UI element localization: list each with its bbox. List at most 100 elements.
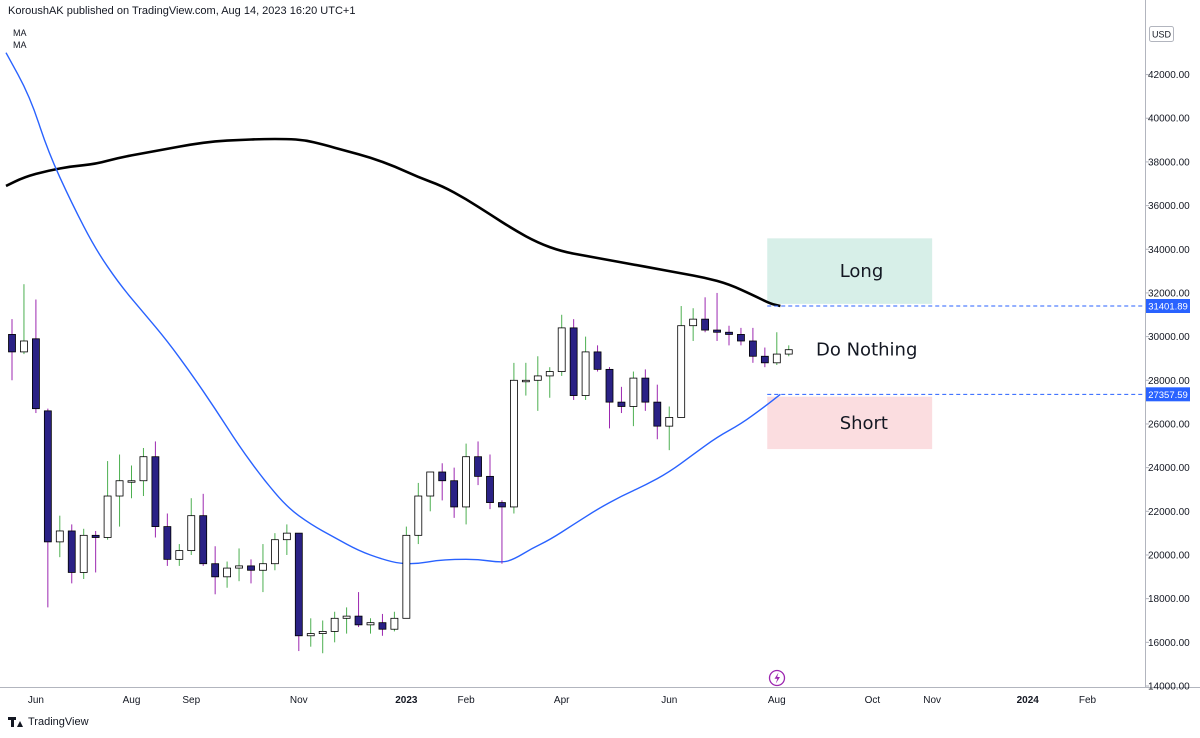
candle[interactable] — [760, 347, 769, 368]
candle-body — [163, 526, 172, 560]
candle[interactable] — [366, 618, 375, 634]
candle[interactable] — [55, 515, 64, 558]
candle-body — [653, 401, 662, 427]
candle[interactable] — [414, 482, 423, 545]
candle[interactable] — [306, 618, 315, 647]
candle[interactable] — [689, 308, 698, 341]
currency-box[interactable] — [1149, 26, 1174, 42]
candle[interactable] — [282, 524, 291, 555]
candle[interactable] — [665, 406, 674, 451]
candle-body — [569, 327, 578, 396]
candle-body — [426, 471, 435, 497]
price-tick-label: 28000.00 — [1148, 376, 1190, 387]
candle[interactable] — [426, 471, 435, 512]
candle[interactable] — [151, 441, 160, 538]
candle[interactable] — [43, 408, 52, 608]
candle[interactable] — [342, 607, 351, 634]
candle-body — [103, 495, 112, 538]
candle[interactable] — [79, 528, 88, 579]
candle[interactable] — [653, 384, 662, 440]
candle[interactable] — [32, 299, 40, 414]
candle[interactable] — [20, 284, 28, 355]
annotations-layer: 31401.89 27357.59 Do Nothing — [767, 298, 1190, 687]
candle-body — [235, 565, 243, 569]
candle[interactable] — [8, 319, 16, 381]
lightning-icon[interactable] — [768, 669, 786, 687]
footer-brand[interactable]: TradingView — [8, 716, 89, 728]
candle-body — [557, 327, 566, 372]
time-tick-label: Jun — [661, 695, 677, 706]
candle[interactable] — [701, 297, 709, 333]
candle[interactable] — [91, 530, 100, 573]
candle[interactable] — [187, 498, 196, 555]
candle[interactable] — [581, 336, 590, 400]
candle[interactable] — [629, 371, 638, 427]
candle[interactable] — [474, 441, 482, 486]
candle[interactable] — [354, 592, 363, 628]
candle[interactable] — [593, 345, 602, 372]
candle[interactable] — [390, 611, 399, 632]
candle[interactable] — [725, 325, 733, 346]
candle[interactable] — [175, 544, 184, 566]
candle[interactable] — [103, 461, 112, 540]
candle[interactable] — [772, 332, 781, 365]
candle[interactable] — [294, 532, 303, 652]
candle[interactable] — [247, 559, 255, 584]
price-tick-label: 16000.00 — [1148, 638, 1190, 649]
price-level-label: 27357.59 — [1148, 390, 1188, 401]
candle[interactable] — [67, 524, 76, 584]
candle[interactable] — [235, 548, 243, 582]
candle[interactable] — [641, 369, 650, 411]
candle[interactable] — [211, 546, 220, 595]
candle-body — [55, 530, 64, 543]
candle[interactable] — [223, 561, 232, 588]
candles-layer[interactable] — [8, 284, 793, 654]
candle[interactable] — [163, 513, 172, 566]
candle[interactable] — [486, 454, 494, 510]
candle[interactable] — [378, 613, 387, 636]
candle[interactable] — [569, 319, 578, 400]
candle-body — [151, 456, 160, 527]
candle-body — [247, 565, 255, 571]
candle[interactable] — [521, 362, 530, 396]
candle[interactable] — [330, 611, 339, 643]
candle[interactable] — [450, 467, 459, 518]
candle-body — [211, 563, 220, 578]
candle[interactable] — [737, 327, 745, 346]
price-tick-label: 18000.00 — [1148, 594, 1190, 605]
candle-body — [725, 331, 733, 335]
candle[interactable] — [318, 620, 327, 654]
ma-indicator-label-1[interactable]: MA — [13, 28, 27, 38]
candle-body — [617, 401, 626, 407]
candle[interactable] — [462, 443, 471, 525]
candle[interactable] — [605, 367, 614, 429]
candle[interactable] — [199, 493, 208, 566]
candle[interactable] — [498, 500, 506, 564]
ma-indicator-label-2[interactable]: MA — [13, 40, 27, 50]
candle[interactable] — [402, 526, 411, 619]
candle[interactable] — [139, 447, 148, 497]
candle[interactable] — [270, 533, 279, 571]
candle[interactable] — [713, 292, 721, 341]
price-tick-label: 24000.00 — [1148, 463, 1190, 474]
candle[interactable] — [677, 306, 686, 418]
time-tick-label: Feb — [457, 695, 475, 706]
candle[interactable] — [749, 327, 757, 363]
candle[interactable] — [557, 314, 566, 376]
candle[interactable] — [545, 367, 554, 398]
time-tick-label: Oct — [865, 695, 881, 706]
candle[interactable] — [115, 454, 124, 527]
time-tick-label: Aug — [768, 695, 786, 706]
candle-body — [414, 495, 423, 536]
candle[interactable] — [438, 463, 447, 501]
candle[interactable] — [784, 345, 793, 357]
footer-brand-label: TradingView — [28, 716, 89, 728]
candle[interactable] — [533, 356, 542, 411]
time-tick-label: 2024 — [1017, 695, 1040, 706]
candle[interactable] — [127, 465, 136, 499]
candle-body — [581, 351, 590, 396]
candle[interactable] — [259, 544, 267, 593]
candle[interactable] — [617, 386, 626, 414]
candle[interactable] — [509, 362, 518, 514]
